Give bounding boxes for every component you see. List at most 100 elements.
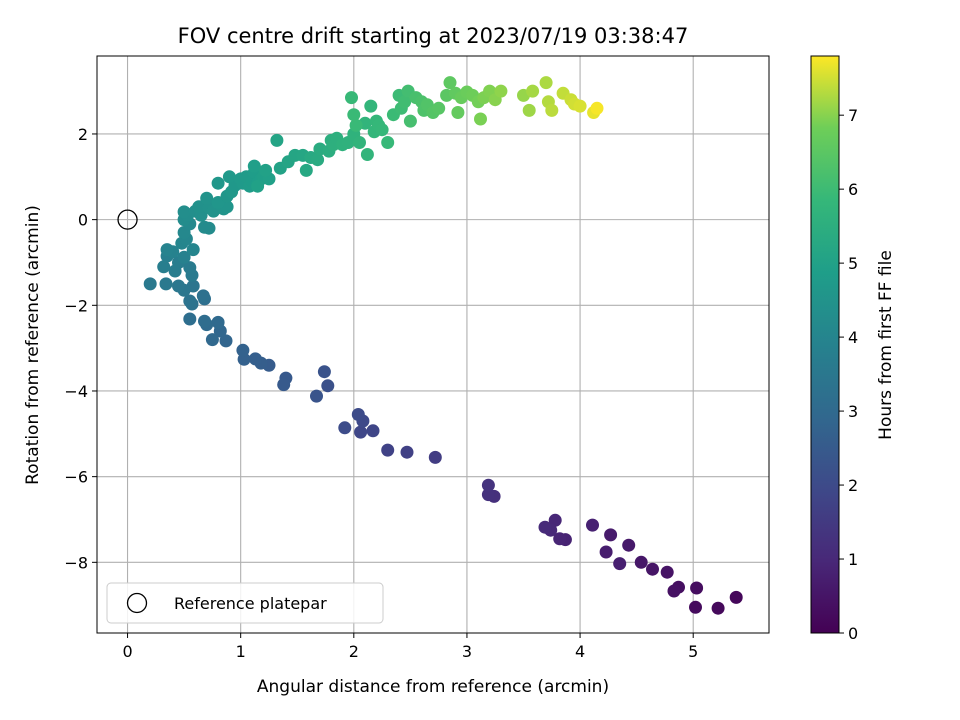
reference-point [117,209,138,230]
data-point [451,106,465,119]
data-point [205,333,219,347]
data-point [432,101,446,115]
y-tick-label: −8 [64,553,88,572]
data-point [160,243,174,257]
data-point [526,84,540,98]
chart-title: FOV centre drift starting at 2023/07/19 … [178,24,689,48]
data-point [251,179,265,193]
data-point [183,312,197,326]
data-point [375,123,389,137]
data-point [317,365,331,379]
data-point [143,277,157,291]
data-point [351,408,365,421]
data-point [381,136,395,149]
x-tick-label: 3 [462,642,472,661]
y-axis-label: Rotation from reference (arcmin) [23,205,43,485]
data-point [604,528,618,542]
data-point [347,108,361,122]
data-point [202,221,216,235]
data-point [522,103,536,117]
data-point [183,261,197,275]
data-point [711,601,725,615]
x-tick-label: 4 [575,642,585,661]
grid-lines [97,56,769,633]
data-point [599,545,613,559]
data-point [590,101,604,115]
data-point [247,159,261,173]
data-point [381,443,395,457]
legend-label-reference: Reference platepar [174,594,327,613]
data-point [403,114,417,128]
data-point [667,584,681,598]
y-tick-label: 2 [78,125,88,144]
data-point [159,277,173,291]
data-point [660,565,674,579]
colorbar-tick-label: 5 [848,254,858,273]
colorbar-tick-label: 2 [848,476,858,495]
data-point [366,424,380,438]
y-tick-label: 0 [78,211,88,230]
data-point [310,389,323,403]
data-point [539,76,553,90]
colorbar-tick-label: 1 [848,550,858,569]
data-point [192,200,206,214]
data-point [168,264,182,278]
data-point [622,538,636,552]
data-point [634,555,648,569]
data-point [548,513,562,527]
x-tick-label: 0 [122,642,132,661]
x-tick-label: 2 [349,642,359,661]
data-point [474,112,487,126]
colorbar-tick-label: 0 [848,624,858,643]
data-point [177,250,191,264]
colorbar: 0 1 2 3 4 5 6 7 Hours from first FF file [810,55,896,643]
y-tick-label: −6 [64,468,88,487]
colorbar-tick-label: 7 [848,106,858,125]
legend: Reference platepar [106,582,384,624]
x-tick-label: 5 [688,642,698,661]
data-point [211,196,225,209]
x-axis-label: Angular distance from reference (arcmin) [257,677,609,697]
data-point [354,425,368,439]
data-point [349,118,363,132]
data-point [443,76,457,90]
data-point [172,279,185,293]
axes: 0 1 2 3 4 5 −8 −6 −4 −2 0 2 [64,55,770,661]
data-point [573,99,587,113]
data-point [545,103,559,117]
data-point [311,153,325,167]
data-point [338,421,352,435]
data-point [586,518,599,532]
data-point [200,191,214,205]
data-point [196,289,210,303]
data-point [428,450,442,464]
data-point [613,557,627,571]
data-point [360,148,374,161]
data-point [157,260,171,274]
colorbar-tick-label: 4 [848,328,858,347]
data-point [646,562,659,576]
colorbar-label: Hours from first FF file [876,250,896,440]
colorbar-tick-label: 3 [848,402,858,421]
y-tick-label: −4 [64,382,88,401]
data-point [364,99,378,113]
data-point [177,205,191,219]
data-point [690,581,704,595]
data-point [553,532,567,546]
data-point [481,488,495,502]
data-point [219,334,233,348]
data-point [183,294,197,308]
data-point [345,91,358,105]
legend-box [106,582,384,624]
data-point [729,590,743,604]
data-point [211,176,225,190]
colorbar-tick-label: 6 [848,180,858,199]
data-point [277,378,291,392]
data-point [222,170,236,184]
data-point [270,133,284,147]
data-point [236,343,250,357]
data-point [689,600,702,614]
legend-marker-reference [126,592,148,614]
x-tick-label: 1 [236,642,246,661]
